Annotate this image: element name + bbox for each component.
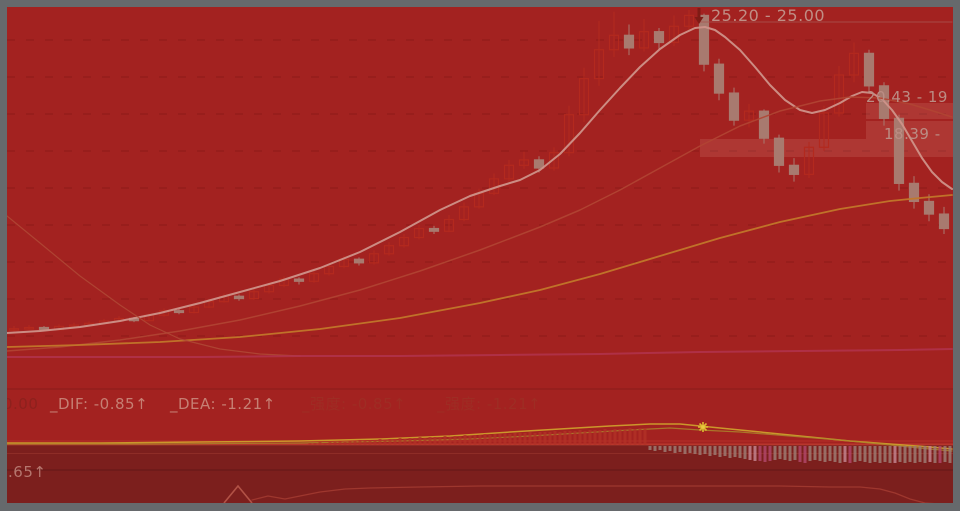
indicator-value-row: 0.00 _DIF: -0.85↑ _DEA: -1.21↑ _强度: -0.8… <box>7 396 953 416</box>
chart-canvas <box>7 8 953 503</box>
ma-long-flat-line <box>7 348 953 358</box>
dif-value-label: _DIF: -0.85↑ <box>50 395 149 413</box>
star-marker-icon <box>698 422 708 432</box>
indicator-zero-label: 0.00 <box>7 395 39 413</box>
high-marker-arrow-icon <box>694 8 704 24</box>
indicator-histogram-negative <box>648 446 952 463</box>
lower-panel-line-line <box>251 485 935 503</box>
strength-value-label-2: _强度: -1.21↑ <box>437 395 542 413</box>
ma-fast-line <box>7 26 953 334</box>
candlesticks <box>8 10 950 332</box>
indicator-histogram-positive <box>308 428 647 445</box>
dea-value-label: _DEA: -1.21↑ <box>170 395 276 413</box>
price-level-label-2: 18.39 - <box>884 125 941 143</box>
high-price-range-label: 25.20 - 25.00 <box>711 7 826 25</box>
grid-lines <box>7 39 953 337</box>
ma-slow-line <box>7 194 953 348</box>
stock-chart[interactable]: 25.20 - 25.00 20.43 - 19 18.39 - 0.00 _D… <box>7 7 953 503</box>
lower-panel-value-label: 0.65↑ <box>7 463 47 481</box>
triangle-marker-icon <box>223 484 253 503</box>
price-level-label-1: 20.43 - 19 <box>866 88 948 106</box>
strength-value-label-1: _强度: -0.85↑ <box>302 395 407 413</box>
ma-mid-line <box>7 96 953 352</box>
ma-long-diagonal-line <box>7 215 301 357</box>
